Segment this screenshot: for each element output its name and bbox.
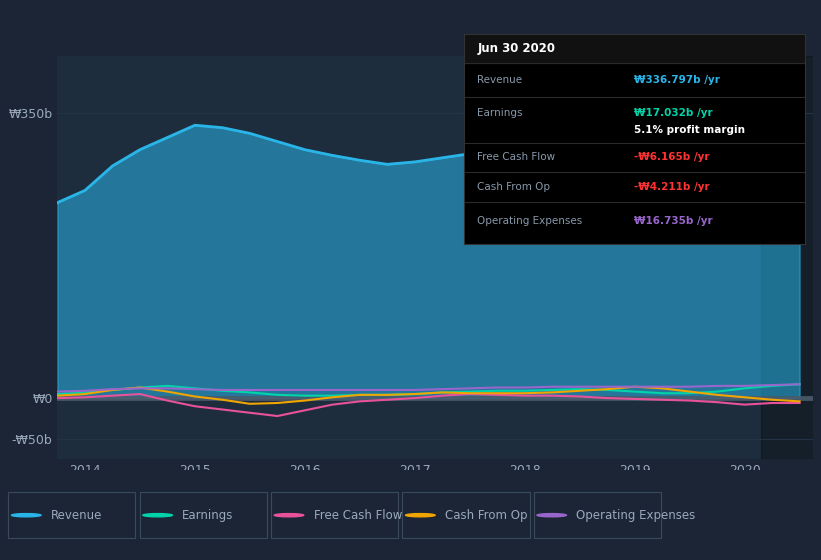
Text: Operating Expenses: Operating Expenses — [576, 508, 695, 522]
Circle shape — [274, 514, 304, 517]
Text: -₩6.165b /yr: -₩6.165b /yr — [635, 152, 709, 162]
Bar — [464, 34, 805, 63]
Text: Cash From Op: Cash From Op — [445, 508, 527, 522]
Bar — [761, 56, 821, 459]
Circle shape — [406, 514, 435, 517]
Circle shape — [11, 514, 41, 517]
Text: Earnings: Earnings — [182, 508, 234, 522]
Text: -₩4.211b /yr: -₩4.211b /yr — [635, 182, 710, 192]
Text: 5.1% profit margin: 5.1% profit margin — [635, 125, 745, 135]
Circle shape — [143, 514, 172, 517]
Text: Revenue: Revenue — [51, 508, 103, 522]
Text: Free Cash Flow: Free Cash Flow — [478, 152, 556, 162]
Text: ₩16.735b /yr: ₩16.735b /yr — [635, 216, 713, 226]
Text: Jun 30 2020: Jun 30 2020 — [478, 42, 556, 55]
Text: ₩336.797b /yr: ₩336.797b /yr — [635, 75, 720, 85]
Text: Revenue: Revenue — [478, 75, 523, 85]
Text: ₩17.032b /yr: ₩17.032b /yr — [635, 109, 713, 118]
Text: Earnings: Earnings — [478, 109, 523, 118]
Text: Operating Expenses: Operating Expenses — [478, 216, 583, 226]
Text: Cash From Op: Cash From Op — [478, 182, 551, 192]
Text: Free Cash Flow: Free Cash Flow — [314, 508, 402, 522]
Circle shape — [537, 514, 566, 517]
